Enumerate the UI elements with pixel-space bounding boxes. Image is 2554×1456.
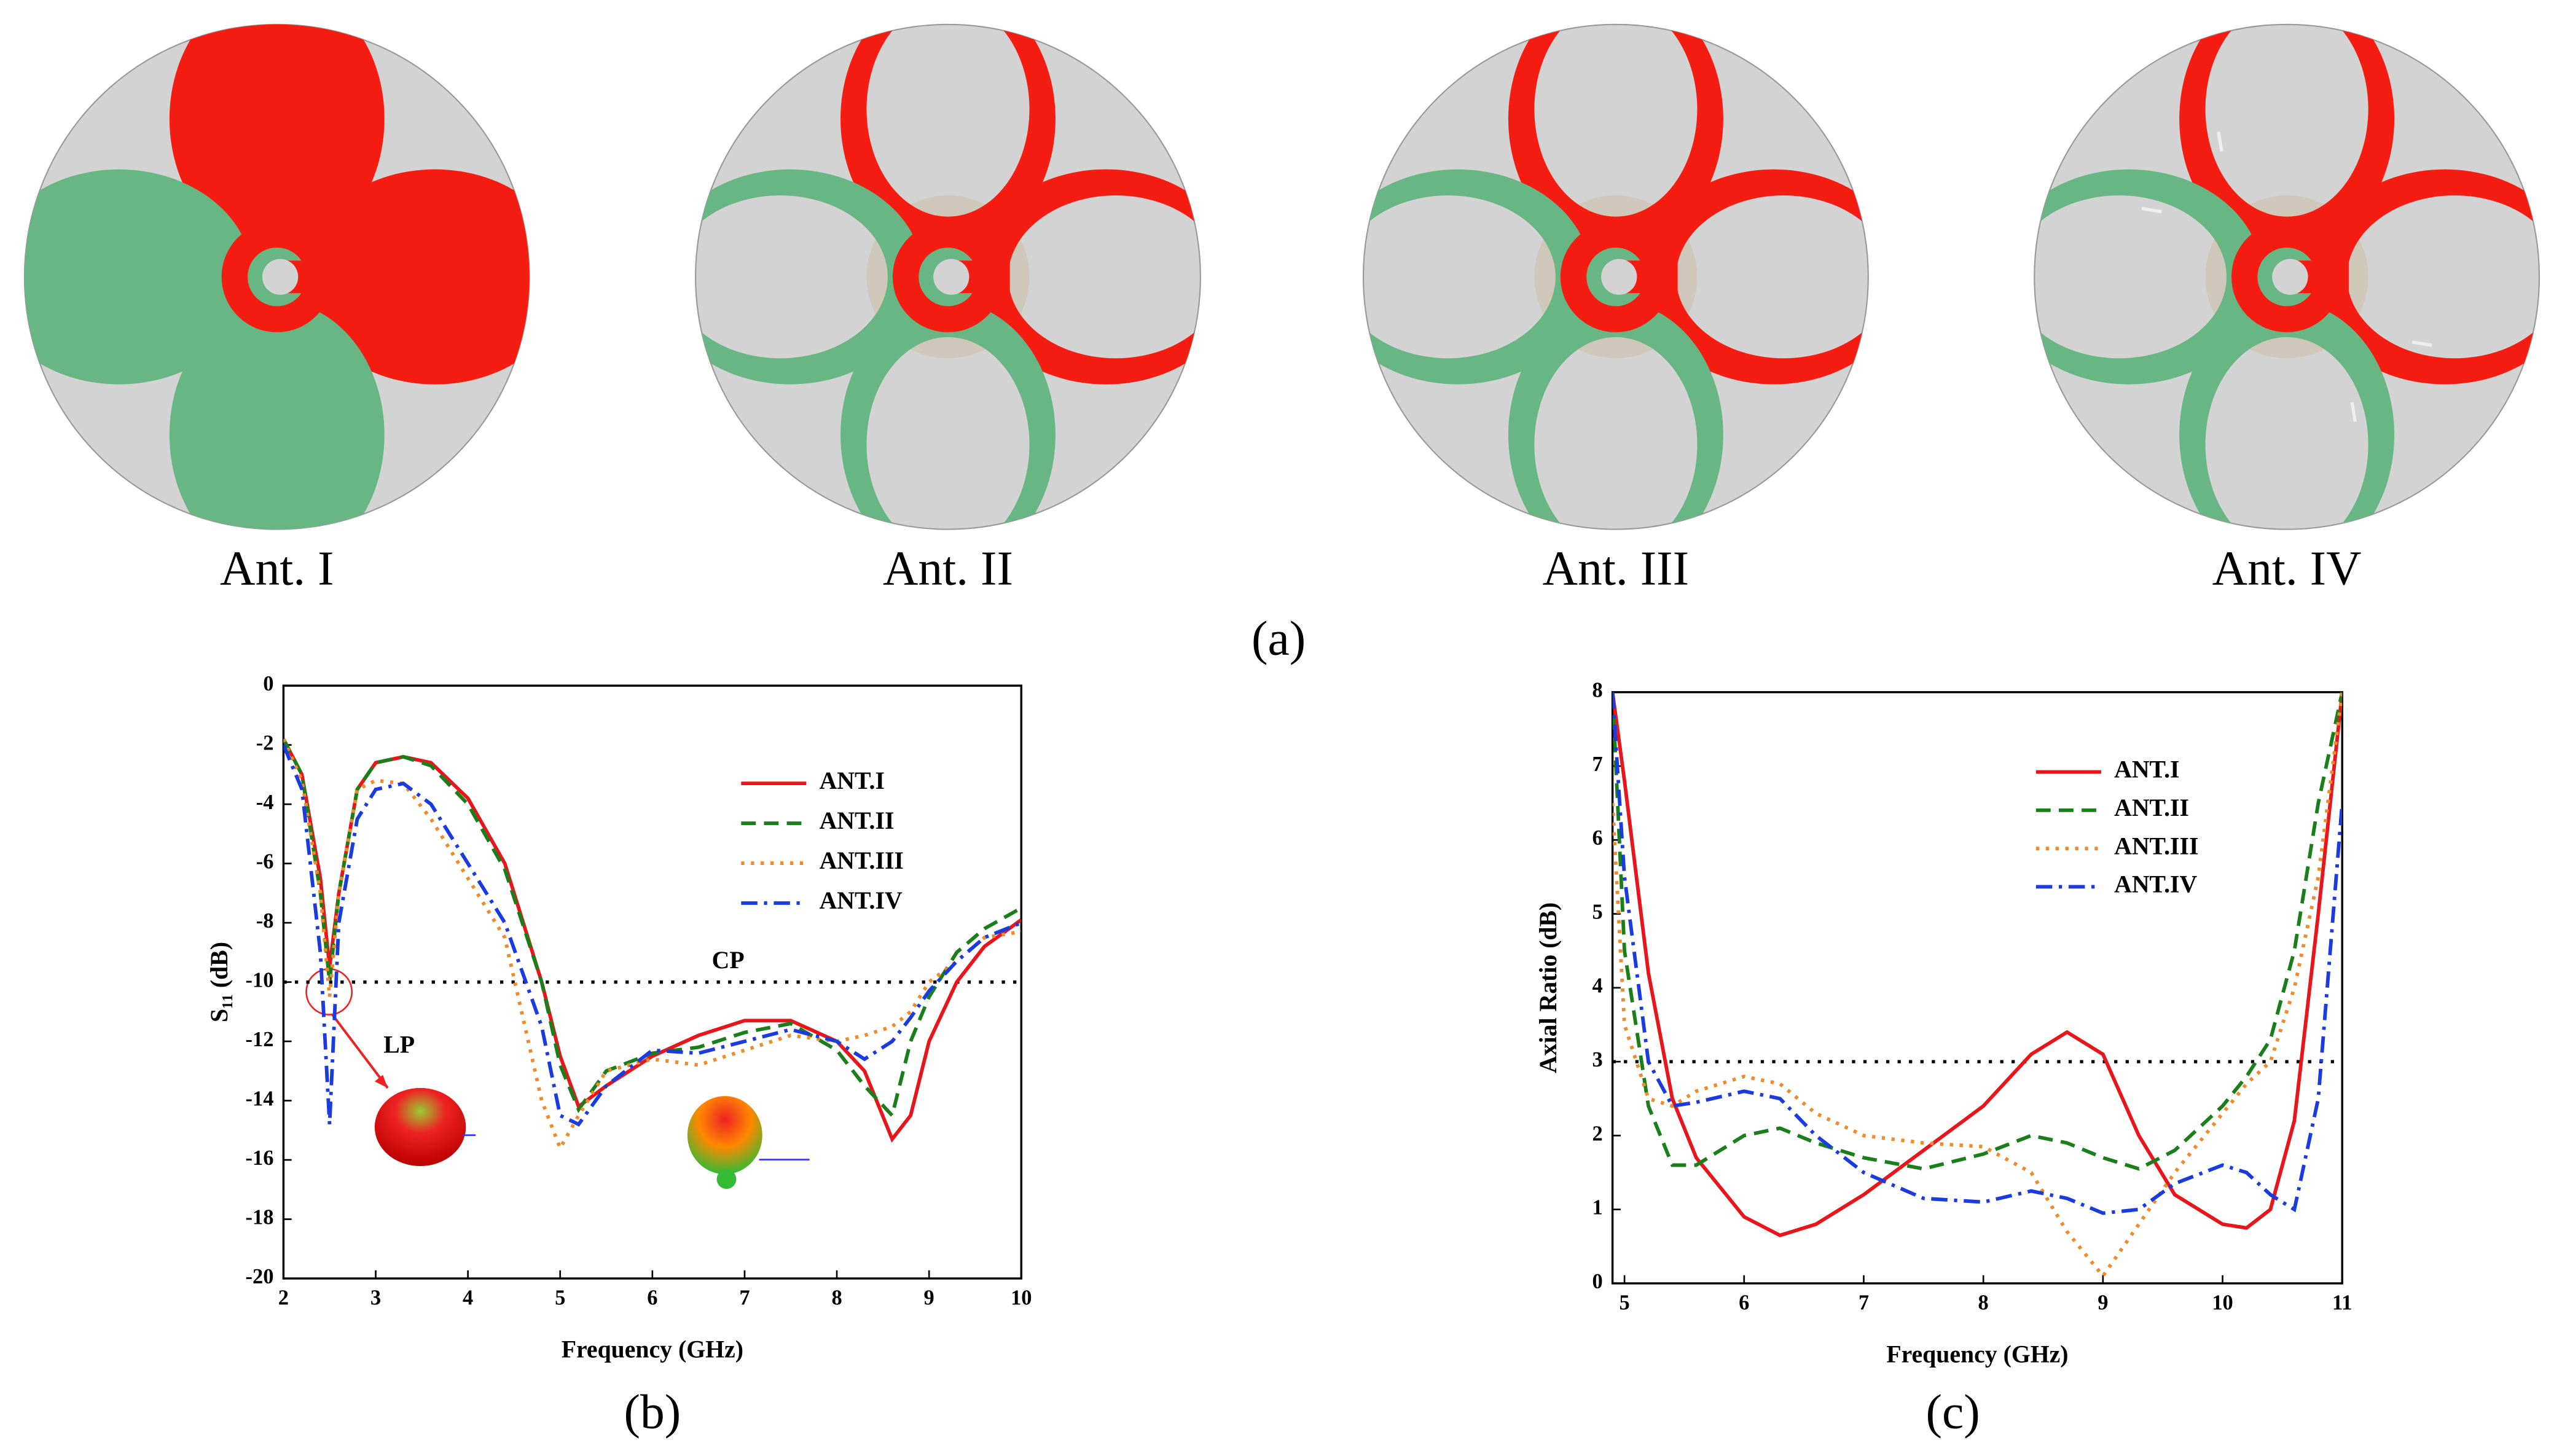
x-axis-title: Frequency (GHz) bbox=[1886, 1341, 2068, 1368]
series-line bbox=[283, 738, 1022, 1119]
antenna-label: Ant. II bbox=[883, 541, 1013, 595]
x-tick-label: 10 bbox=[1011, 1286, 1032, 1309]
y-tick-label: 3 bbox=[1592, 1048, 1602, 1071]
y-tick-label: 5 bbox=[1592, 900, 1602, 923]
y-tick-label: -14 bbox=[246, 1087, 274, 1110]
patches bbox=[2034, 24, 2540, 530]
x-tick-label: 9 bbox=[2098, 1291, 2108, 1314]
caption: (b) bbox=[624, 1385, 681, 1439]
legend-label: ANT.III bbox=[2114, 832, 2198, 859]
radiator bbox=[24, 169, 253, 385]
legend-label: ANT.I bbox=[2114, 756, 2179, 783]
y-tick-label: -16 bbox=[246, 1146, 274, 1170]
antenna-panel: Ant. I Ant. II Ant. III Ant. IV bbox=[23, 23, 2540, 595]
x-tick-label: 8 bbox=[831, 1286, 842, 1309]
antenna-label: Ant. III bbox=[1543, 541, 1689, 595]
series-line bbox=[283, 744, 1022, 1127]
x-tick-label: 10 bbox=[2212, 1291, 2233, 1314]
y-tick-label: 6 bbox=[1592, 826, 1602, 850]
radiator bbox=[169, 301, 385, 530]
y-tick-label: -18 bbox=[246, 1205, 274, 1229]
slot bbox=[2141, 206, 2162, 214]
feed-gap bbox=[262, 259, 299, 295]
series-line bbox=[1612, 692, 2343, 1215]
annotation: CP bbox=[712, 947, 745, 974]
y-axis-title: Axial Ratio (dB) bbox=[1535, 902, 1562, 1073]
y-tick-label: 0 bbox=[1592, 1270, 1602, 1293]
y-tick-label: 2 bbox=[1592, 1122, 1602, 1145]
legend-label: ANT.II bbox=[2114, 794, 2189, 821]
slot bbox=[2217, 131, 2223, 152]
y-tick-label: 7 bbox=[1592, 753, 1602, 776]
caption: (a) bbox=[1252, 611, 1306, 665]
annotation: LP bbox=[383, 1031, 415, 1059]
pattern-decoration bbox=[305, 968, 810, 1189]
series-line bbox=[1612, 692, 2343, 1279]
y-tick-label: -12 bbox=[246, 1028, 274, 1051]
x-tick-label: 2 bbox=[278, 1286, 289, 1309]
legend-label: ANT.IV bbox=[2114, 871, 2197, 898]
y-tick-label: -6 bbox=[256, 850, 274, 873]
patches bbox=[695, 24, 1201, 530]
series-line bbox=[283, 738, 1022, 1143]
x-tick-label: 4 bbox=[463, 1286, 473, 1309]
x-tick-label: 3 bbox=[370, 1286, 381, 1309]
y-tick-label: -20 bbox=[246, 1265, 274, 1288]
feed-gap bbox=[1601, 259, 1637, 295]
radiator bbox=[301, 169, 530, 385]
y-tick-label: -4 bbox=[256, 791, 274, 814]
x-tick-label: 8 bbox=[1978, 1291, 1989, 1314]
antenna-label: Ant. IV bbox=[2212, 541, 2362, 595]
y-tick-label: 8 bbox=[1592, 679, 1602, 702]
legend-label: ANT.II bbox=[820, 807, 895, 834]
series-line bbox=[1612, 692, 2343, 1237]
series-line bbox=[1612, 692, 2343, 1171]
y-tick-label: 4 bbox=[1592, 974, 1602, 998]
x-tick-label: 7 bbox=[1859, 1291, 1869, 1314]
x-tick-label: 6 bbox=[647, 1286, 657, 1309]
y-tick-label: 1 bbox=[1592, 1196, 1602, 1219]
legend-label: ANT.IV bbox=[820, 887, 903, 914]
antenna-label: Ant. I bbox=[220, 541, 334, 595]
series-line bbox=[283, 738, 1022, 1153]
x-tick-label: 6 bbox=[1739, 1291, 1749, 1314]
feed-gap bbox=[933, 259, 970, 295]
y-tick-label: -8 bbox=[256, 909, 274, 933]
patches bbox=[1363, 24, 1868, 530]
radiator bbox=[169, 24, 385, 252]
y-tick-label: -10 bbox=[246, 968, 274, 992]
y-axis-title: S₁₁ (dB) bbox=[206, 942, 233, 1022]
legend-label: ANT.I bbox=[820, 767, 885, 794]
x-axis-title: Frequency (GHz) bbox=[562, 1336, 743, 1363]
patches bbox=[24, 24, 530, 530]
plot-frame bbox=[1611, 691, 2343, 1285]
slot bbox=[2411, 340, 2432, 347]
x-tick-label: 11 bbox=[2332, 1291, 2352, 1314]
caption: (c) bbox=[1926, 1385, 1980, 1439]
y-tick-label: -2 bbox=[256, 731, 274, 754]
y-tick-label: 0 bbox=[263, 672, 273, 695]
feed-gap bbox=[2272, 259, 2308, 295]
legend-label: ANT.III bbox=[820, 847, 904, 874]
x-tick-label: 5 bbox=[555, 1286, 565, 1309]
slot bbox=[2350, 402, 2357, 423]
x-tick-label: 9 bbox=[924, 1286, 934, 1309]
x-tick-label: 5 bbox=[1619, 1291, 1629, 1314]
x-tick-label: 7 bbox=[739, 1286, 750, 1309]
